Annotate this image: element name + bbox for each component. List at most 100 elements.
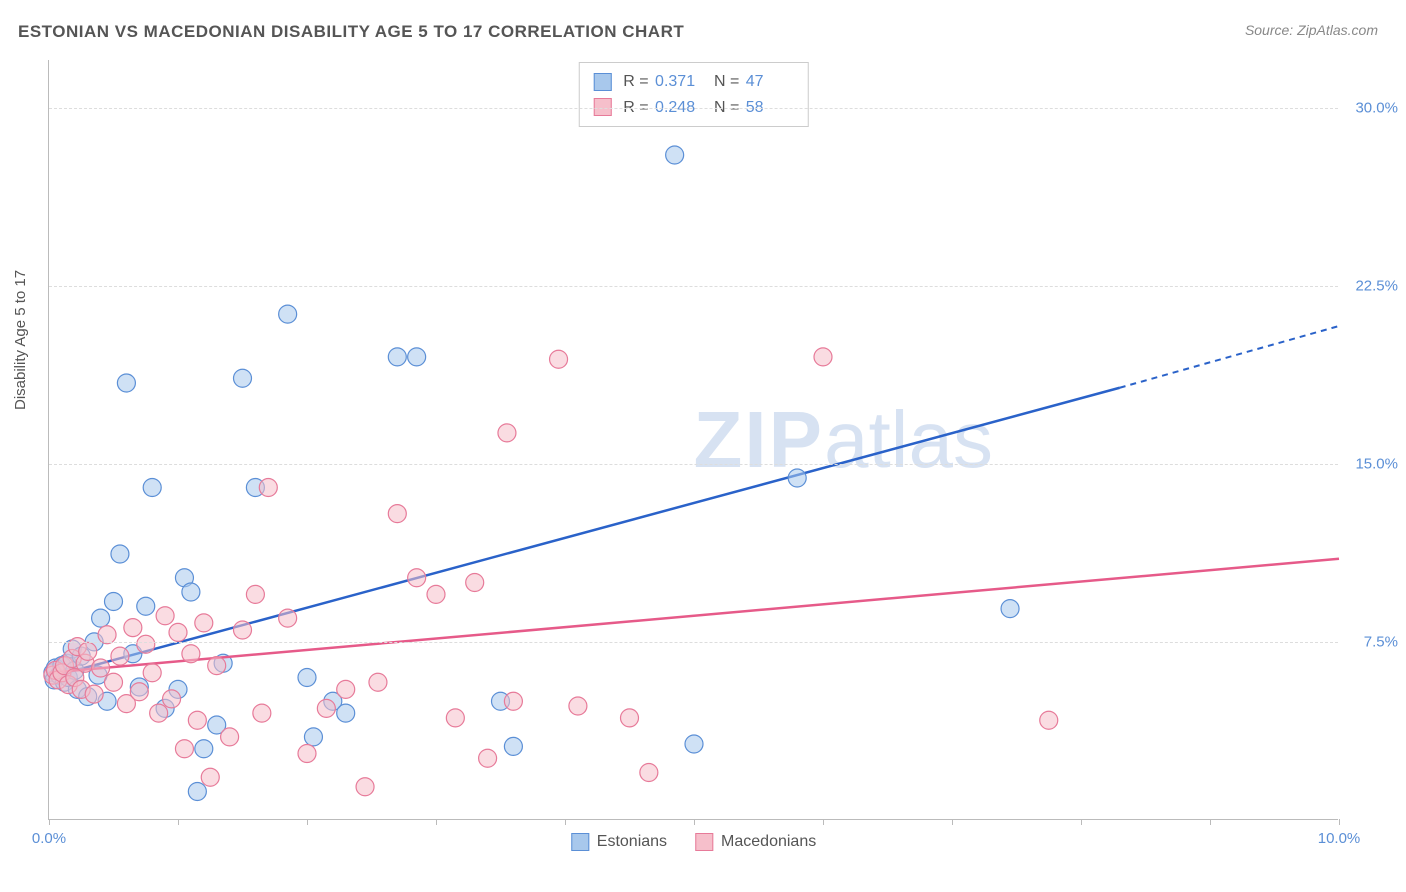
x-tick — [49, 819, 50, 825]
y-tick-label: 22.5% — [1343, 277, 1398, 294]
data-point — [195, 740, 213, 758]
data-point — [234, 369, 252, 387]
x-tick — [307, 819, 308, 825]
data-point — [85, 685, 103, 703]
gridline-h — [49, 286, 1338, 287]
data-point — [388, 505, 406, 523]
x-tick — [952, 819, 953, 825]
trend-line-dashed — [1120, 326, 1339, 388]
x-tick-label: 10.0% — [1318, 830, 1361, 847]
data-point — [137, 597, 155, 615]
data-point — [446, 709, 464, 727]
data-point — [814, 348, 832, 366]
data-point — [130, 683, 148, 701]
legend-bottom: Estonians Macedonians — [571, 833, 816, 851]
data-point — [427, 585, 445, 603]
trend-line — [49, 559, 1339, 673]
data-point — [182, 645, 200, 663]
data-point — [666, 146, 684, 164]
data-point — [117, 374, 135, 392]
data-point — [504, 692, 522, 710]
gridline-h — [49, 642, 1338, 643]
data-point — [1001, 600, 1019, 618]
chart-title: ESTONIAN VS MACEDONIAN DISABILITY AGE 5 … — [18, 22, 684, 42]
data-point — [79, 642, 97, 660]
data-point — [408, 569, 426, 587]
data-point — [156, 607, 174, 625]
legend-label: Macedonians — [721, 833, 816, 851]
y-tick-label: 15.0% — [1343, 455, 1398, 472]
data-point — [369, 673, 387, 691]
x-tick — [1339, 819, 1340, 825]
x-tick — [1081, 819, 1082, 825]
data-point — [640, 764, 658, 782]
y-axis-title: Disability Age 5 to 17 — [12, 270, 29, 410]
data-point — [498, 424, 516, 442]
y-tick-label: 7.5% — [1343, 633, 1398, 650]
data-point — [208, 657, 226, 675]
x-tick — [178, 819, 179, 825]
data-point — [298, 669, 316, 687]
data-point — [137, 635, 155, 653]
gridline-h — [49, 464, 1338, 465]
source-label: Source: ZipAtlas.com — [1245, 22, 1378, 38]
data-point — [253, 704, 271, 722]
data-point — [169, 623, 187, 641]
data-point — [466, 574, 484, 592]
data-point — [124, 619, 142, 637]
data-point — [143, 479, 161, 497]
data-point — [221, 728, 239, 746]
data-point — [188, 711, 206, 729]
gridline-h — [49, 108, 1338, 109]
data-point — [788, 469, 806, 487]
data-point — [550, 350, 568, 368]
legend-swatch-estonians-icon — [571, 833, 589, 851]
legend-swatch-macedonians-icon — [695, 833, 713, 851]
data-point — [1040, 711, 1058, 729]
data-point — [337, 704, 355, 722]
data-point — [317, 699, 335, 717]
data-point — [685, 735, 703, 753]
data-point — [246, 585, 264, 603]
data-point — [388, 348, 406, 366]
x-tick — [436, 819, 437, 825]
data-point — [105, 673, 123, 691]
data-point — [356, 778, 374, 796]
data-point — [195, 614, 213, 632]
data-point — [105, 593, 123, 611]
y-tick-label: 30.0% — [1343, 99, 1398, 116]
legend-item-macedonians: Macedonians — [695, 833, 816, 851]
data-point — [279, 609, 297, 627]
legend-label: Estonians — [597, 833, 667, 851]
data-point — [163, 690, 181, 708]
x-tick — [1210, 819, 1211, 825]
data-point — [201, 768, 219, 786]
data-point — [298, 745, 316, 763]
data-point — [234, 621, 252, 639]
data-point — [188, 783, 206, 801]
plot-area: ZIPatlas R = 0.371 N = 47 R = 0.248 N = … — [48, 60, 1338, 820]
data-point — [111, 647, 129, 665]
data-point — [175, 740, 193, 758]
data-point — [621, 709, 639, 727]
x-tick — [565, 819, 566, 825]
data-point — [479, 749, 497, 767]
data-point — [143, 664, 161, 682]
data-point — [182, 583, 200, 601]
x-tick-label: 0.0% — [32, 830, 66, 847]
legend-item-estonians: Estonians — [571, 833, 667, 851]
data-point — [111, 545, 129, 563]
data-point — [92, 659, 110, 677]
data-point — [259, 479, 277, 497]
data-point — [504, 737, 522, 755]
data-point — [92, 609, 110, 627]
data-point — [279, 305, 297, 323]
chart-svg — [49, 60, 1338, 819]
data-point — [304, 728, 322, 746]
data-point — [408, 348, 426, 366]
trend-line — [49, 388, 1120, 678]
data-point — [569, 697, 587, 715]
data-point — [150, 704, 168, 722]
x-tick — [823, 819, 824, 825]
x-tick — [694, 819, 695, 825]
